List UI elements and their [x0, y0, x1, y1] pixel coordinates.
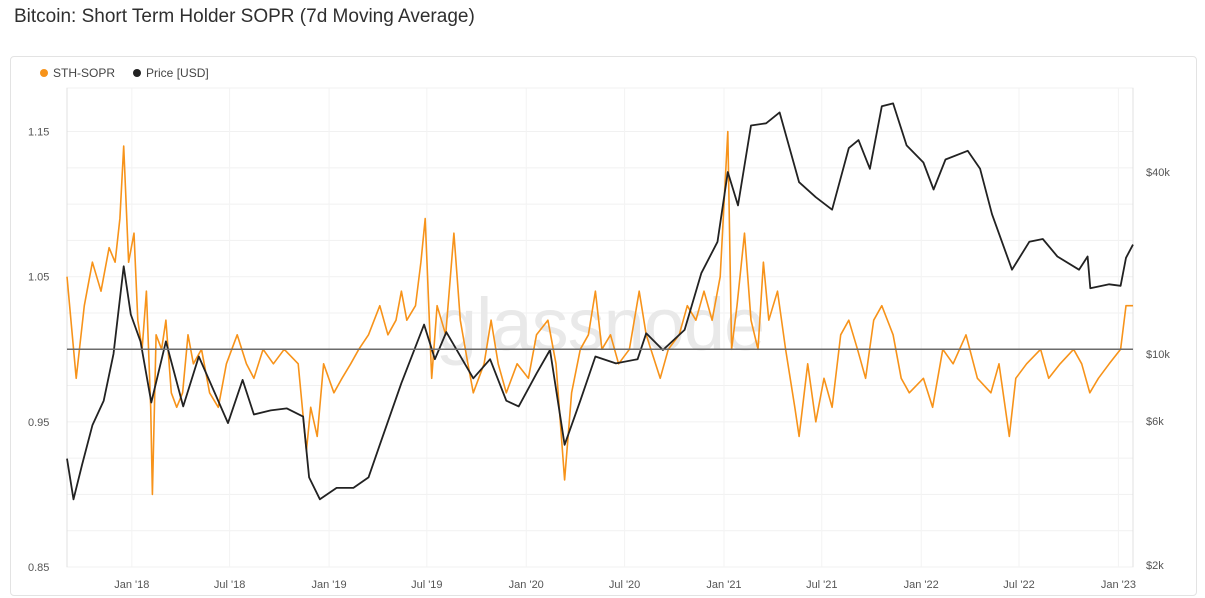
series-line-price: [66, 102, 1134, 501]
y-left-tick-label: 0.85: [28, 562, 49, 574]
x-tick-label: Jan '22: [904, 579, 939, 591]
x-tick-label: Jan '21: [706, 579, 741, 591]
x-tick-label: Jan '23: [1101, 579, 1136, 591]
sth-sopr-swatch-icon: [40, 69, 48, 77]
x-tick-label: Jul '21: [806, 579, 837, 591]
legend-item-price[interactable]: Price [USD]: [133, 66, 209, 80]
y-right-tick-label: $40k: [1146, 167, 1170, 179]
legend-label-sth-sopr: STH-SOPR: [53, 66, 116, 80]
y-left-tick-label: 0.95: [28, 417, 49, 429]
x-tick-label: Jul '19: [411, 579, 442, 591]
x-tick-label: Jul '20: [609, 579, 640, 591]
legend: STH-SOPR Price [USD]: [40, 66, 209, 80]
chart-title: Bitcoin: Short Term Holder SOPR (7d Movi…: [14, 6, 475, 27]
x-tick-label: Jul '18: [214, 579, 245, 591]
x-tick-label: Jan '19: [311, 579, 346, 591]
y-left-tick-label: 1.15: [28, 127, 49, 139]
y-right-tick-label: $6k: [1146, 416, 1164, 428]
price-swatch-icon: [133, 69, 142, 77]
x-tick-label: Jul '22: [1003, 579, 1034, 591]
x-tick-label: Jan '20: [509, 579, 544, 591]
legend-item-sth-sopr[interactable]: STH-SOPR: [40, 66, 115, 80]
y-right-tick-label: $10k: [1146, 349, 1170, 361]
legend-label-price: Price [USD]: [146, 66, 209, 80]
series-line-sth-sopr: [66, 130, 1133, 496]
chart-panel: [10, 56, 1197, 596]
y-right-tick-label: $2k: [1146, 560, 1164, 572]
y-left-tick-label: 1.05: [28, 272, 49, 284]
x-tick-label: Jan '18: [114, 579, 149, 591]
